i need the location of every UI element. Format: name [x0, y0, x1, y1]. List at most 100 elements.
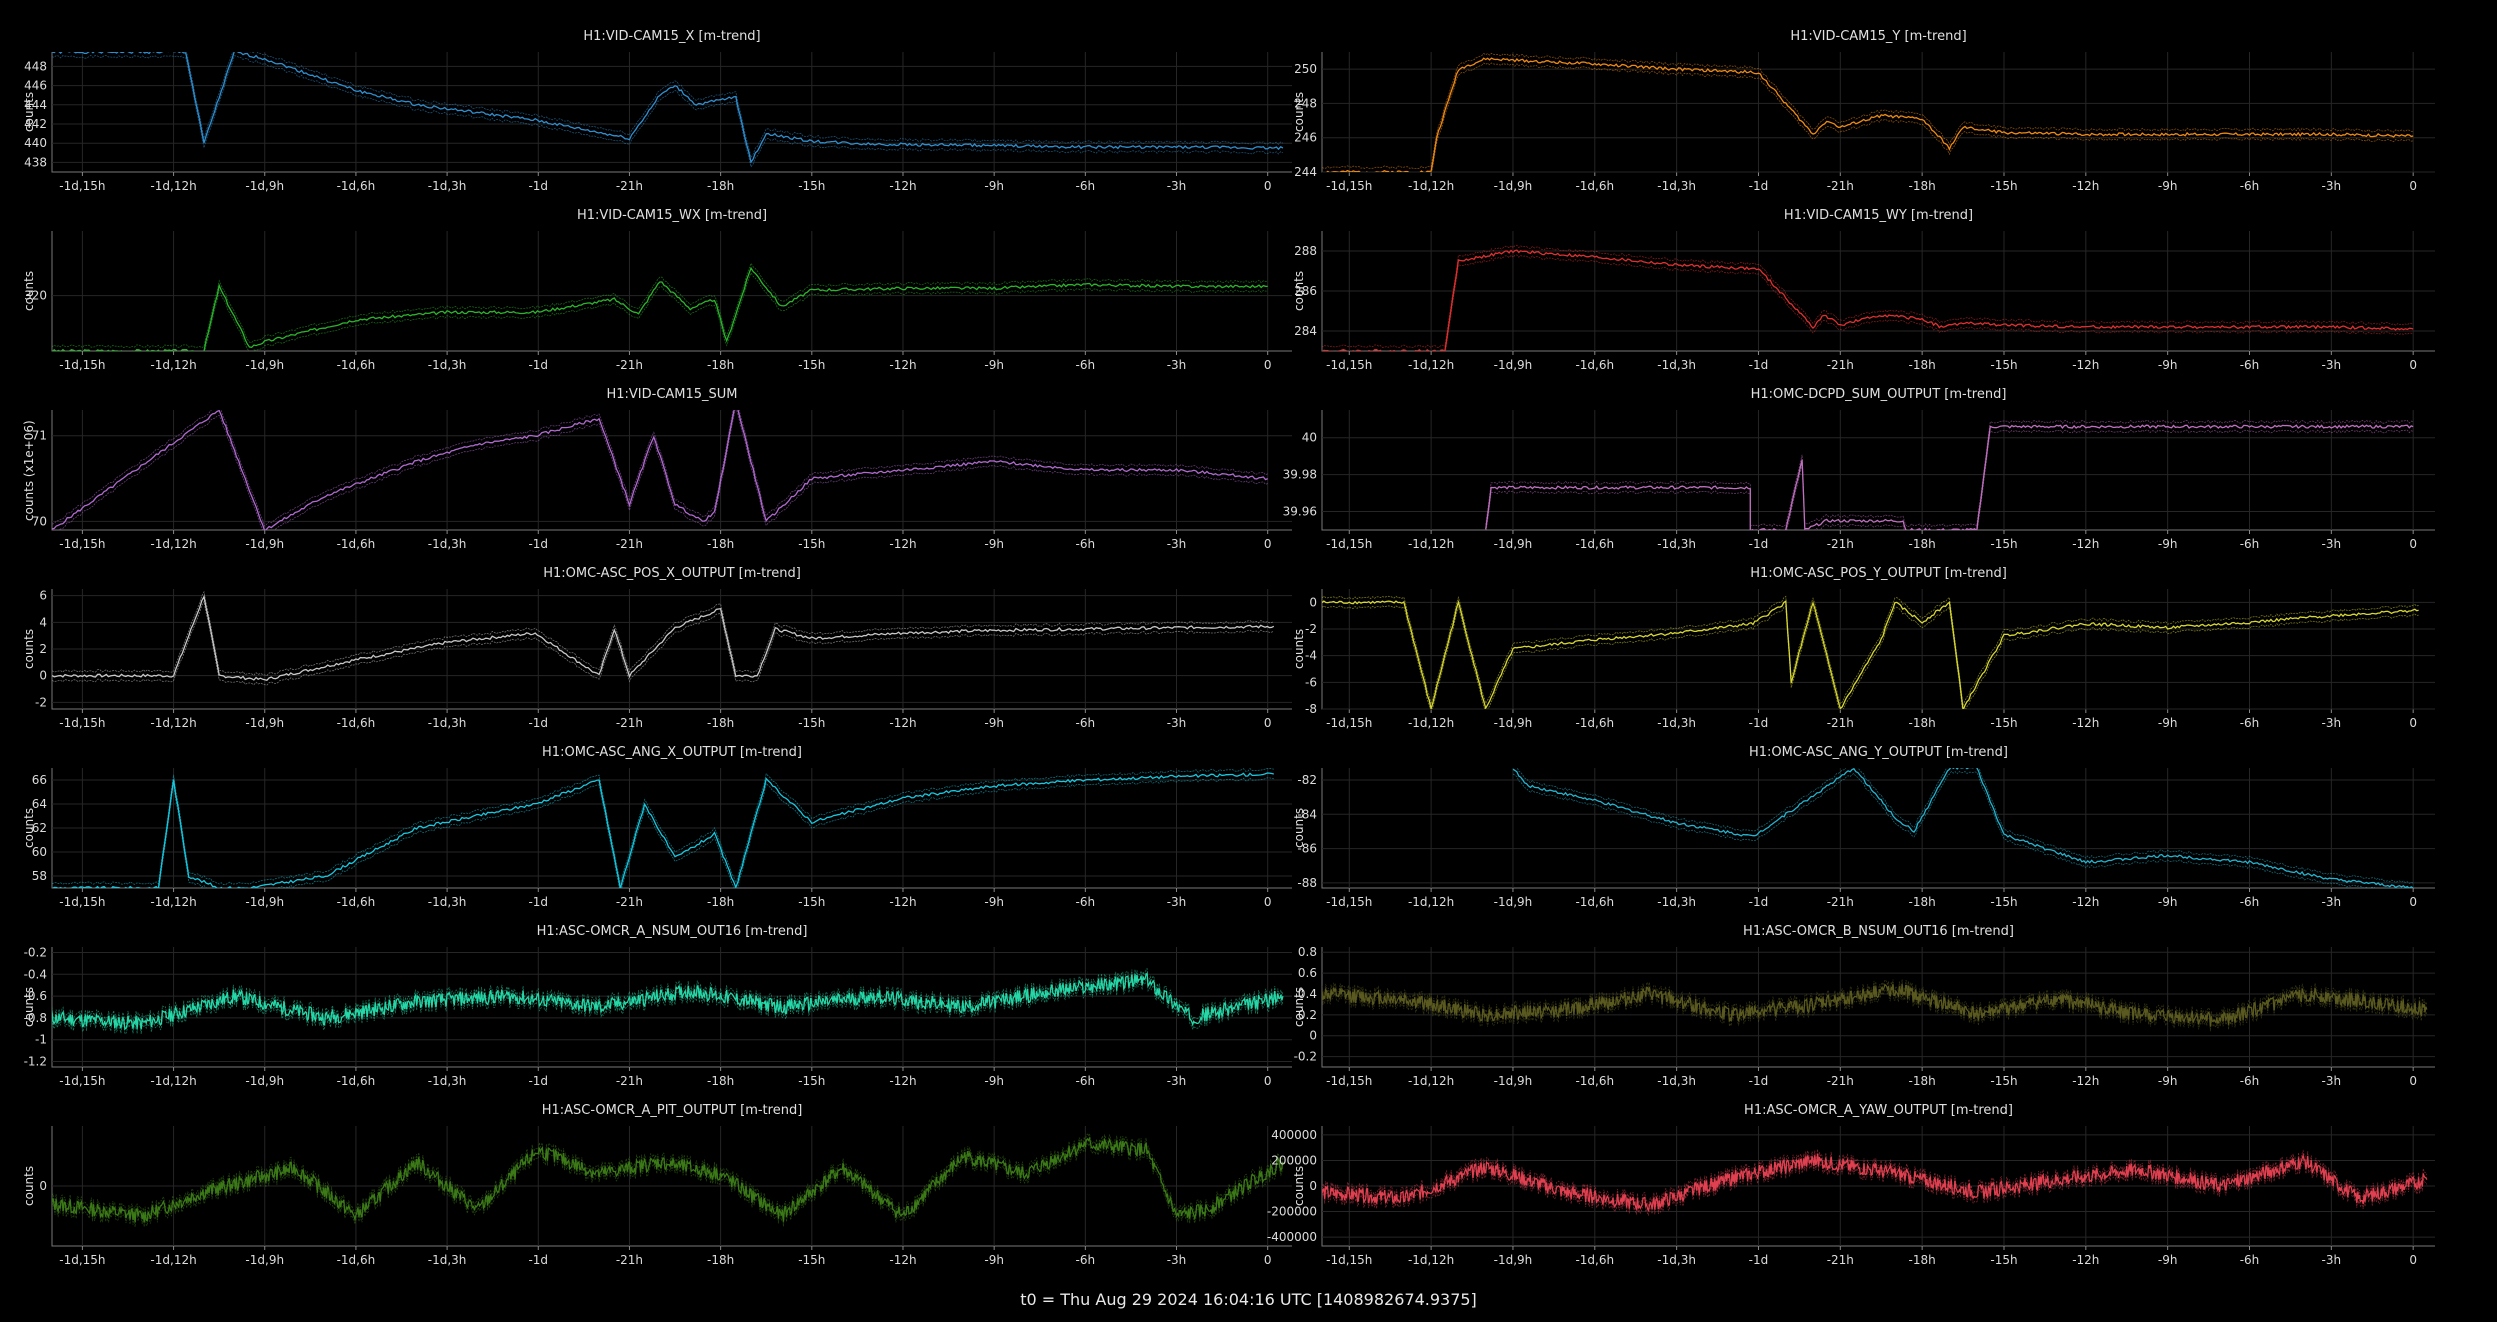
x-tick-label: 0 [1264, 358, 1272, 372]
series-max-line [52, 1132, 1284, 1218]
chart-svg: -1d,15h -1d,12h -1d,9h -1d,6h -1d,3h -1d -21h -… [35, 589, 1292, 730]
x-tick-label: -3h [1167, 537, 1187, 551]
y-tick-label: -2 [1305, 622, 1317, 636]
x-tick-label: -1d,6h [337, 179, 376, 193]
axis-frame [51, 589, 1292, 710]
chart-title: H1:VID-CAM15_WX [m-trend] [576, 208, 768, 223]
x-tick-label: -21h [1827, 716, 1854, 730]
x-tick-label: -1d,3h [428, 895, 467, 909]
x-tick-label: -1d,9h [245, 537, 284, 551]
x-tick-label: -6h [1076, 179, 1096, 193]
series-max-line [1485, 419, 2414, 528]
chart-title: H1:ASC-OMCR_A_NSUM_OUT16 [m-trend] [536, 924, 808, 939]
x-tick-label: -9h [984, 179, 1004, 193]
y-tick-label: 250 [1294, 62, 1317, 76]
series-mean-line [1322, 599, 2419, 709]
x-tick-label: -1d,15h [59, 895, 105, 909]
x-tick-label: -18h [707, 537, 734, 551]
y-tick-label: 66 [32, 773, 47, 787]
y-tick-label: 400000 [1271, 1128, 1317, 1142]
chart-title: H1:OMC-ASC_POS_X_OUTPUT [m-trend] [543, 566, 801, 581]
x-tick-label: -12h [2072, 1074, 2099, 1088]
x-tick-label: 0 [1264, 716, 1272, 730]
x-tick-label: -1d [528, 358, 548, 372]
x-tick-label: -18h [707, 358, 734, 372]
axis-frame [51, 52, 1292, 173]
x-tick-label: -18h [707, 895, 734, 909]
series-min-line [204, 271, 1268, 351]
x-tick-label: -1d,9h [1494, 895, 1533, 909]
series-mean-line [1322, 1153, 2428, 1213]
x-tick-label: -1d,3h [428, 1253, 467, 1267]
chart-panel: H1:VID-CAM15_X [m-trend] counts -1d,15h -1d… [22, 29, 1292, 202]
chart-svg: -1d,15h -1d,12h -1d,9h -1d,6h -1d,3h -1d -21h -… [32, 410, 1292, 551]
x-tick-label: -15h [798, 179, 825, 193]
y-tick-label: 62 [32, 821, 47, 835]
x-tick-label: -1d [528, 537, 548, 551]
x-tick-label: 0 [2409, 1253, 2417, 1267]
x-tick-label: -1d,3h [428, 358, 467, 372]
chart-title: H1:VID-CAM15_Y [m-trend] [1790, 29, 1967, 44]
x-tick-label: -21h [616, 1074, 643, 1088]
y-tick-label: 440 [24, 136, 47, 150]
x-tick-label: -18h [1909, 1074, 1936, 1088]
x-tick-label: -12h [889, 895, 916, 909]
axis-frame [51, 1126, 1292, 1247]
x-tick-label: -1d,9h [245, 895, 284, 909]
x-tick-label: -12h [889, 716, 916, 730]
x-tick-label: -18h [707, 1074, 734, 1088]
y-tick-label: -88 [1297, 876, 1317, 890]
y-tick-label: 284 [1294, 324, 1317, 338]
y-axis-label: counts [1292, 629, 1306, 670]
x-tick-label: 0 [1264, 537, 1272, 551]
series-max-line [186, 52, 1284, 159]
x-tick-label: -15h [798, 537, 825, 551]
x-tick-label: -3h [2322, 179, 2342, 193]
x-tick-label: -1d,6h [337, 1074, 376, 1088]
x-tick-label: -3h [1167, 179, 1187, 193]
y-tick-label: 442 [24, 117, 47, 131]
x-tick-label: -6h [1076, 1253, 1096, 1267]
x-tick-label: -6h [2240, 358, 2260, 372]
x-tick-label: -21h [1827, 358, 1854, 372]
x-tick-label: -1d [528, 1074, 548, 1088]
x-tick-label: -21h [616, 895, 643, 909]
y-axis-label: counts [1292, 1166, 1306, 1207]
x-tick-label: -15h [1990, 1253, 2017, 1267]
chart-panel: H1:VID-CAM15_WX [m-trend] counts -1d,15h -1… [22, 208, 1292, 381]
x-tick-label: -3h [2322, 716, 2342, 730]
series-mean-line [52, 1136, 1284, 1223]
series-min-line [1322, 1158, 2428, 1217]
chart-panel: H1:VID-CAM15_Y [m-trend] counts -1d,15h -1d… [1292, 29, 2435, 202]
x-tick-label: -9h [2158, 895, 2178, 909]
series-min-line [52, 54, 1284, 168]
x-tick-label: -12h [889, 1253, 916, 1267]
y-tick-label: -200000 [1267, 1205, 1317, 1219]
x-tick-label: -1d,9h [1494, 179, 1533, 193]
x-tick-label: -15h [1990, 1074, 2017, 1088]
y-tick-label: 0 [1309, 1179, 1317, 1193]
chart-panel: H1:OMC-ASC_ANG_Y_OUTPUT [m-trend] counts -… [1292, 745, 2435, 918]
y-tick-label: 0.4 [1298, 987, 1317, 1001]
axis-frame [51, 231, 1292, 352]
x-tick-label: -1d,15h [59, 1253, 105, 1267]
x-tick-label: -1d,9h [1494, 716, 1533, 730]
x-tick-label: -15h [798, 1074, 825, 1088]
x-tick-label: -1d,12h [1408, 179, 1454, 193]
x-tick-label: -15h [1990, 358, 2017, 372]
x-tick-label: -6h [1076, 358, 1096, 372]
x-tick-label: -21h [1827, 1253, 1854, 1267]
x-tick-label: -1d,6h [337, 358, 376, 372]
y-tick-label: -0.6 [24, 989, 47, 1003]
series-min-line [52, 1142, 1284, 1227]
series-mean-line [1322, 57, 2414, 172]
y-tick-label: 40 [1302, 431, 1317, 445]
x-tick-label: 0 [1264, 179, 1272, 193]
y-tick-label: -8 [1305, 702, 1317, 716]
y-tick-label: 70 [32, 514, 47, 528]
series-mean-line [52, 410, 1268, 530]
x-tick-label: -1d,3h [1657, 179, 1696, 193]
x-tick-label: -9h [2158, 716, 2178, 730]
chart-title: H1:ASC-OMCR_B_NSUM_OUT16 [m-trend] [1743, 924, 2014, 939]
